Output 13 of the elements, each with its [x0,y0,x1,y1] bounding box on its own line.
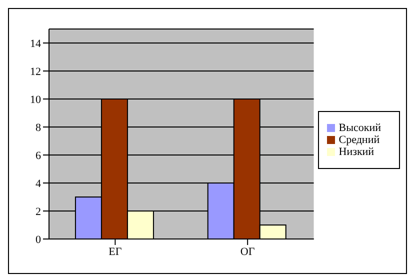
y-tick-label: 14 [30,38,42,50]
legend-label: Средний [338,134,380,146]
x-tick-label: ЕГ [108,246,122,258]
y-tick-label: 4 [36,178,42,190]
legend-label: Высокий [338,122,381,134]
y-tick-label: 6 [36,150,42,162]
y-tick-label: 10 [30,94,42,106]
y-tick-label: 0 [36,234,42,246]
y-tick-label: 8 [36,122,42,134]
y-tick-label: 2 [36,206,41,218]
legend-label: Низкий [338,146,374,158]
x-tick-label: ОГ [240,246,255,258]
y-tick-label: 12 [30,66,41,78]
